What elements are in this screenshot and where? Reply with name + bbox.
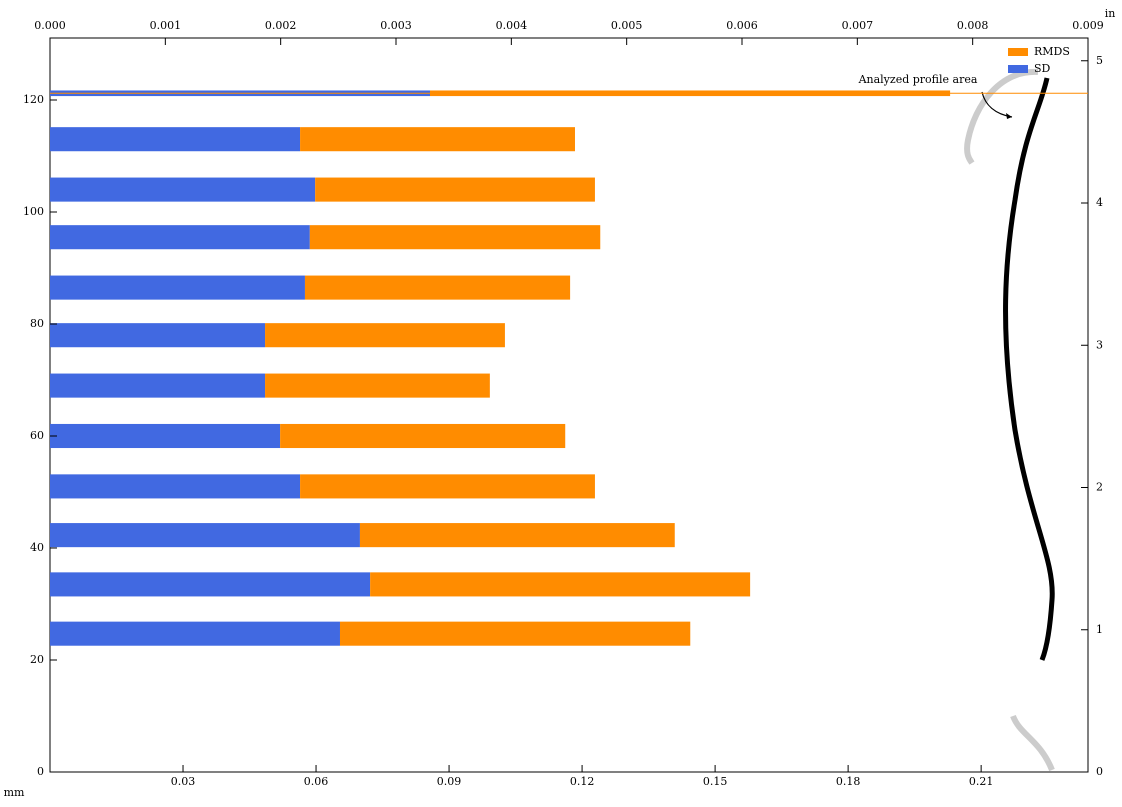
x2-tick-label: 0.005	[611, 19, 643, 32]
bar-segment	[265, 323, 505, 348]
x-tick-label: 0.18	[836, 775, 861, 788]
x2-tick-label: 0.008	[957, 19, 989, 32]
y-tick-label: 20	[30, 653, 44, 666]
x-tick-label: 0.12	[570, 775, 595, 788]
annotation: Analyzed profile area	[858, 73, 978, 86]
y-tick-label: 100	[23, 205, 44, 218]
bar-segment	[50, 572, 371, 597]
x-tick-label: 0.09	[437, 775, 462, 788]
bar-segment	[50, 127, 301, 152]
bar-segment	[50, 523, 360, 548]
bar-segment	[300, 474, 595, 499]
bar-segment	[359, 523, 675, 548]
x2-tick-label: 0.009	[1072, 19, 1104, 32]
legend-label: RMDS	[1034, 45, 1070, 58]
y-tick-label: 0	[37, 765, 44, 778]
x-unit-label: mm	[4, 786, 25, 799]
arrow-head	[1006, 113, 1012, 119]
x-tick-label: 0.21	[969, 775, 994, 788]
bar-segment	[300, 127, 575, 152]
x2-tick-label: 0.001	[150, 19, 182, 32]
bar-segment	[370, 572, 751, 597]
x-tick-label: 0.15	[703, 775, 728, 788]
x2-tick-label: 0.004	[496, 19, 528, 32]
x-tick-label: 0.06	[304, 775, 329, 788]
profile-illustration	[964, 68, 1055, 772]
plot-frame	[49, 37, 1089, 773]
y2-tick-label: 4	[1096, 196, 1103, 209]
y2-tick-label: 0	[1096, 765, 1103, 778]
x2-tick-label: 0.006	[726, 19, 758, 32]
x-tick-label: 0.03	[171, 775, 196, 788]
bar-segment	[50, 225, 310, 250]
y2-unit-label: in	[1105, 7, 1116, 20]
bar-segment	[50, 621, 340, 646]
bar-segment	[315, 177, 595, 202]
legend-label: SD	[1034, 62, 1051, 75]
bar-segment	[50, 177, 316, 202]
bar-segment	[265, 373, 490, 398]
profile-ghost	[964, 68, 1039, 165]
y2-tick-label: 1	[1096, 623, 1103, 636]
x2-tick-label: 0.003	[380, 19, 412, 32]
bar-segment	[304, 275, 571, 300]
y-tick-label: 120	[23, 93, 44, 106]
bar-segment	[339, 621, 691, 646]
bar-segment	[280, 423, 566, 449]
x2-tick-label: 0.000	[34, 19, 66, 32]
legend-swatch	[1008, 65, 1028, 73]
bar-segment	[50, 423, 281, 449]
y-tick-label: 80	[30, 317, 44, 330]
profile-ghost	[1010, 714, 1055, 772]
y2-tick-label: 3	[1096, 338, 1103, 351]
bar-segment	[50, 275, 305, 300]
y2-tick-label: 5	[1096, 54, 1103, 67]
bar-segment	[309, 225, 601, 250]
legend-swatch	[1008, 48, 1028, 56]
y2-tick-label: 2	[1096, 481, 1103, 494]
bar-segment	[50, 323, 266, 348]
profile-curve	[1003, 77, 1055, 661]
y-tick-label: 60	[30, 429, 44, 442]
bar-segment	[50, 373, 266, 398]
y-tick-label: 40	[30, 541, 44, 554]
bar-segment	[50, 474, 301, 499]
x2-tick-label: 0.007	[842, 19, 874, 32]
x2-tick-label: 0.002	[265, 19, 297, 32]
